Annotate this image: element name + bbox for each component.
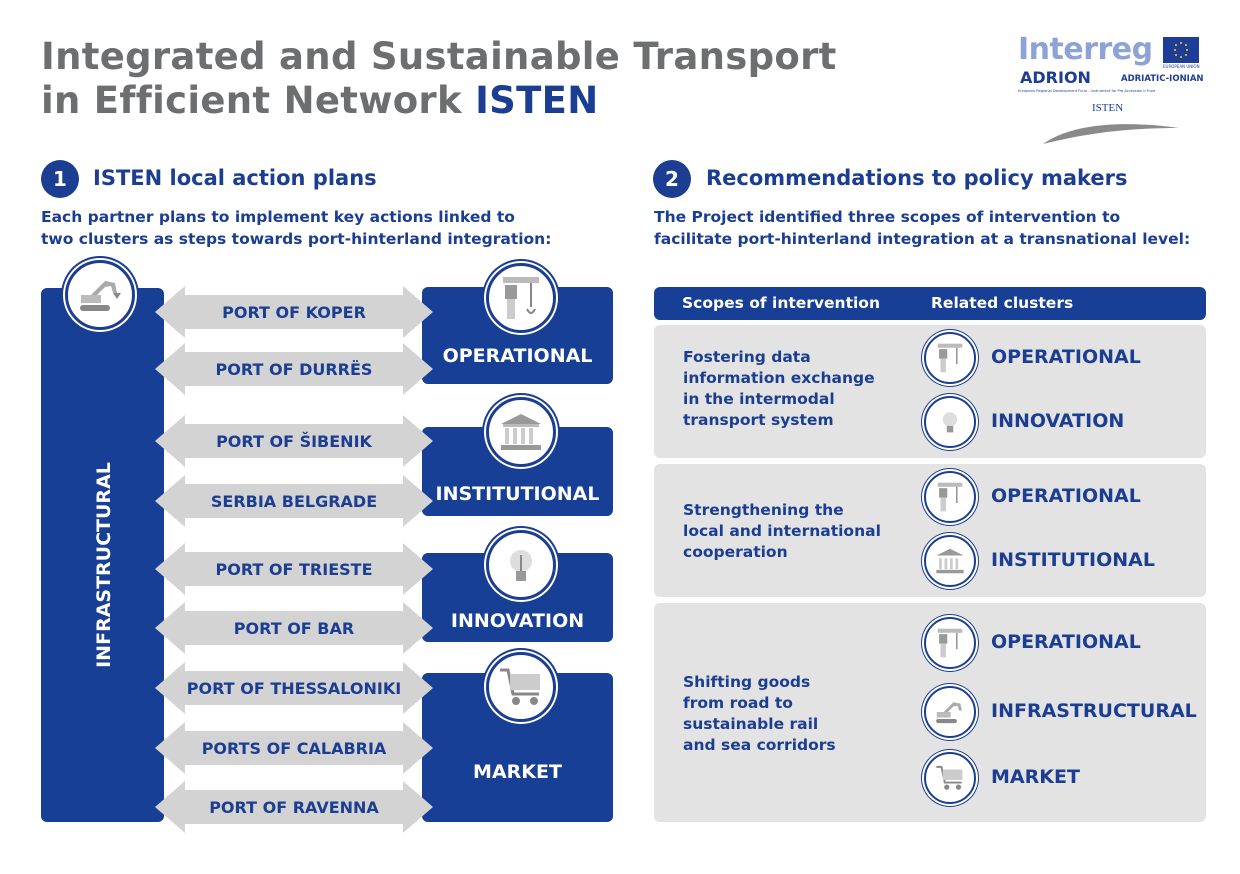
lightbulb-icon xyxy=(924,396,976,448)
infrastructural-bar xyxy=(41,288,164,822)
partner-arrow: SERBIA BELGRADE xyxy=(155,475,433,527)
partner-arrow: PORTS OF CALABRIA xyxy=(155,722,433,774)
double-arrow-icon xyxy=(155,781,433,833)
double-arrow-icon xyxy=(155,662,433,714)
related-cluster: INNOVATION xyxy=(991,410,1125,432)
partner-name: PORT OF TRIESTE xyxy=(215,559,373,579)
building-icon xyxy=(486,397,556,467)
lightbulb-icon xyxy=(486,530,556,600)
excavator-icon xyxy=(924,686,976,738)
operational-label: OPERATIONAL xyxy=(442,345,593,367)
partner-name: PORT OF BAR xyxy=(233,618,355,638)
interreg-logo: Interreg EUROPEAN UNION ADRION ADRIATIC-… xyxy=(1016,32,1206,146)
double-arrow-icon xyxy=(155,415,433,467)
double-arrow-icon xyxy=(155,602,433,654)
building-icon xyxy=(924,535,976,587)
partner-arrow: PORT OF TRIESTE xyxy=(155,543,433,595)
cart-icon xyxy=(486,652,556,722)
col-clusters: Related clusters xyxy=(931,294,1074,312)
related-cluster: OPERATIONAL xyxy=(991,485,1141,507)
crane-icon xyxy=(486,263,556,333)
partner-arrow: PORT OF RAVENNA xyxy=(155,781,433,833)
section1-desc: Each partner plans to implement key acti… xyxy=(41,208,552,248)
partner-arrow: PORT OF ŠIBENIK xyxy=(155,415,433,467)
partner-arrow: PORT OF BAR xyxy=(155,602,433,654)
related-cluster: MARKET xyxy=(991,766,1080,788)
excavator-icon xyxy=(65,260,135,330)
market-label: MARKET xyxy=(473,761,562,783)
partner-arrow: PORT OF DURRËS xyxy=(155,343,433,395)
related-cluster: OPERATIONAL xyxy=(991,346,1141,368)
section2-number: 2 xyxy=(653,160,691,198)
partner-arrow: PORT OF KOPER xyxy=(155,286,433,338)
crane-icon xyxy=(924,617,976,669)
double-arrow-icon xyxy=(155,343,433,395)
scope-text: Shifting goods from road to sustainable ra… xyxy=(683,673,836,754)
section1-number: 1 xyxy=(41,160,79,198)
table-header: Scopes of intervention Related clusters xyxy=(654,287,1206,320)
double-arrow-icon xyxy=(155,286,433,338)
infrastructural-label: INFRASTRUCTURAL xyxy=(92,462,115,668)
col-scopes: Scopes of intervention xyxy=(682,294,880,312)
partner-name: PORT OF KOPER xyxy=(222,302,366,322)
partner-name: SERBIA BELGRADE xyxy=(210,491,378,511)
eu-flag-icon xyxy=(1163,37,1199,63)
wave-logo-icon xyxy=(1043,124,1179,144)
double-arrow-icon xyxy=(155,475,433,527)
section1-heading: ISTEN local action plans xyxy=(93,166,377,190)
page-title-line2: in Efficient Network ISTEN xyxy=(41,79,599,122)
institutional-label: INSTITUTIONAL xyxy=(435,483,600,505)
partner-name: PORT OF DURRËS xyxy=(215,359,373,379)
crane-icon xyxy=(924,471,976,523)
related-cluster: INSTITUTIONAL xyxy=(991,549,1155,571)
title-highlight: ISTEN xyxy=(475,79,599,122)
page-title-line1: Integrated and Sustainable Transport xyxy=(41,35,837,78)
related-cluster: INFRASTRUCTURAL xyxy=(991,700,1197,722)
double-arrow-icon xyxy=(155,543,433,595)
partner-name: PORT OF RAVENNA xyxy=(209,797,379,817)
partner-name: PORT OF THESSALONIKI xyxy=(186,678,402,698)
innovation-label: INNOVATION xyxy=(450,610,585,632)
partner-name: PORT OF ŠIBENIK xyxy=(216,431,372,451)
double-arrow-icon xyxy=(155,722,433,774)
scope-text: Fostering data information exchange in the… xyxy=(683,348,875,429)
scope-text: Strengthening the local and international… xyxy=(683,501,881,561)
section2-desc: The Project identified three scopes of i… xyxy=(654,208,1191,248)
partner-name: PORTS OF CALABRIA xyxy=(201,738,387,758)
crane-icon xyxy=(924,332,976,384)
partner-arrow: PORT OF THESSALONIKI xyxy=(155,662,433,714)
cart-icon xyxy=(924,752,976,804)
related-cluster: OPERATIONAL xyxy=(991,631,1141,653)
section2-heading: Recommendations to policy makers xyxy=(706,166,1128,190)
